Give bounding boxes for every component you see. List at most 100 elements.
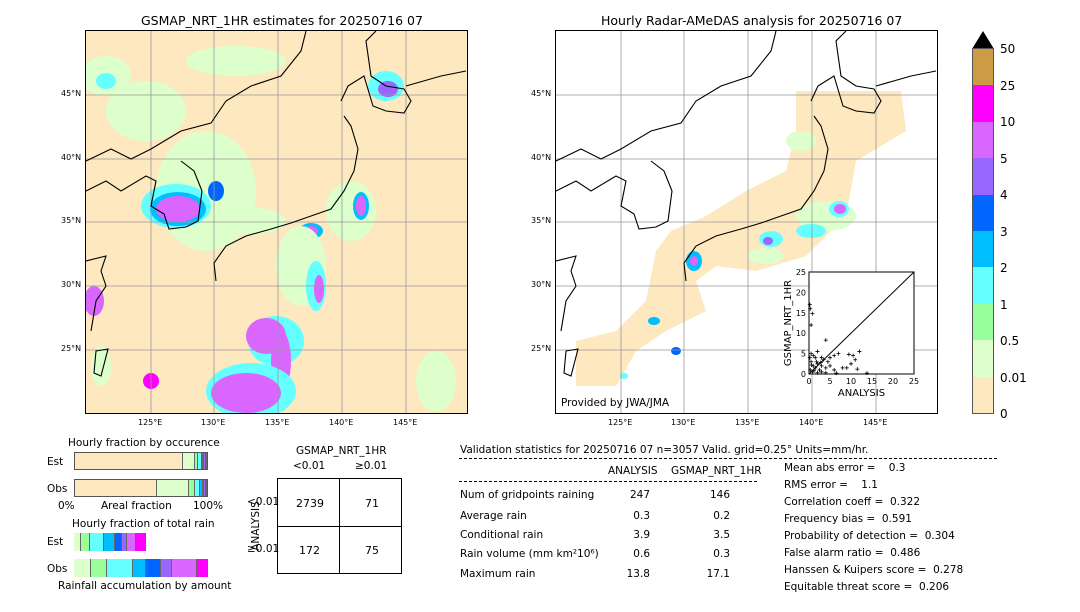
obs-label-2: Obs [47,563,68,575]
bar-segment [146,559,162,577]
y-tick-label: 25 [796,268,806,277]
scatter-point [840,365,845,370]
colorbar-segment [973,121,993,159]
scatter-point [825,359,830,364]
bar-segment [74,559,92,577]
bar-segment [204,480,206,496]
rain-accum-label: Rainfall accumulation by amount [58,580,232,592]
colorbar [972,48,994,414]
colorbar-label: 0 [1000,407,1008,421]
rain-area [208,181,224,201]
contingency-col-title: GSMAP_NRT_1HR [296,445,387,457]
bar-segment [161,559,172,577]
scatter-point [814,359,819,364]
left-map-title: GSMAP_NRT_1HR estimates for 20250716 07 [141,13,423,28]
scatter-point [821,357,826,362]
coastline [683,115,829,282]
coastline [86,160,203,230]
colorbar-segment [973,158,993,195]
lon-label: 145°E [863,418,888,427]
bar-segment [188,480,196,496]
scatter-point [844,365,849,370]
bar-segment [171,559,198,577]
colorbar-segment [973,85,993,122]
score-line: Frequency bias = 0.591 [784,513,912,525]
col-analysis: ANALYSIS [608,465,658,477]
colorbar-extend-arrow [972,31,994,49]
bar-segment [74,533,81,551]
scatter-point [809,363,814,368]
rain-area [86,286,104,316]
y-tick-label: 20 [796,288,806,297]
scatter-point [823,365,828,370]
coastline [405,70,467,87]
bar-segment [107,559,133,577]
colorbar-segment [973,49,993,86]
score-line: RMS error = 1.1 [784,479,878,491]
colorbar-segment [973,303,993,341]
scatter-point [823,338,828,343]
lat-label: 25°N [61,344,82,353]
stat-gsmap: 3.5 [713,529,730,541]
stat-label: Rain volume (mm km²10⁶) [460,548,599,560]
cell: 71 [365,497,379,510]
scatter-point [815,370,820,375]
scatter-point [834,371,839,376]
scatter-point [828,363,832,368]
cell: 75 [365,544,379,557]
scatter-inset: 0 5 10 15 20 25 0 5 10 15 20 25 ANALYSIS GSMAP_NRT_1H… [783,268,919,399]
lat-label: 45°N [61,89,82,98]
scatter-point [819,369,824,374]
colorbar-segment [973,267,993,304]
obs-label: Obs [47,483,68,495]
y-tick-label: 15 [796,309,806,318]
x1-label: 100% [193,500,224,512]
scatter-point [809,351,814,356]
score-line: Correlation coeff = 0.322 [784,496,920,508]
scatter-point [819,355,824,360]
scatter-ylabel: GSMAP_NRT_1HR [783,280,794,366]
scatter-point [807,302,812,307]
total-rain-est-bar [74,533,146,551]
coastline [86,31,307,162]
lat-label: 35°N [61,216,82,225]
est-label: Est [47,456,64,468]
rain-area [796,224,826,238]
scatter-point [810,311,815,316]
x0-label: 0% [58,500,75,512]
colorbar-label: 0.01 [1000,370,1027,385]
one-to-one-line [808,271,915,375]
bar-segment [136,533,146,551]
lon-label: 140°E [799,418,824,427]
stat-gsmap: 146 [709,489,730,501]
scatter-point [808,306,813,311]
colorbar-segment [973,340,993,377]
row-label: <0.01 [247,496,280,508]
rain-area [206,207,286,235]
coastline [556,160,673,230]
rain-area [91,346,111,386]
scatter-point [828,355,832,360]
col-label: <0.01 [293,460,326,472]
scatter-point [855,367,860,372]
lat-label: 25°N [531,344,552,353]
bar-segment [201,453,203,469]
score-line: Mean abs error = 0.3 [784,462,906,474]
lon-label: 135°E [735,418,760,427]
x-tick-label: 10 [846,377,856,386]
coastline [556,255,577,332]
scatter-point [846,352,851,357]
scatter-point [807,355,812,360]
rain-area [378,81,398,97]
stat-analysis: 0.3 [633,510,650,522]
scatter-point [819,363,824,368]
gsmap-map [85,30,468,414]
occurrence-title: Hourly fraction by occurence [68,437,220,449]
y-tick-label: 10 [796,329,806,338]
rain-area [156,196,200,222]
colorbar-label: 5 [1000,151,1008,166]
coastline [93,348,109,377]
bar-segment [156,480,189,496]
scatter-point [813,365,818,370]
